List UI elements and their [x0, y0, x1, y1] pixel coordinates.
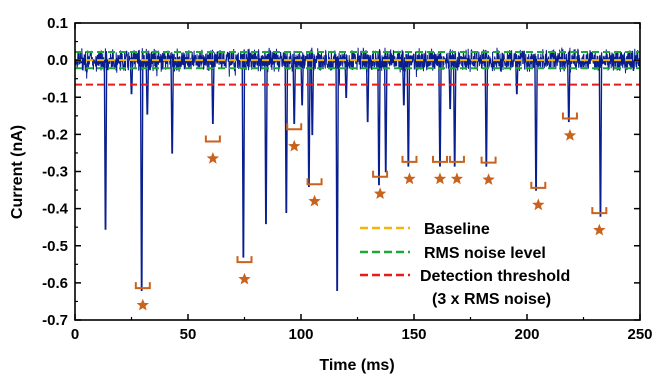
event-star-3: [288, 139, 301, 152]
spike-17: [383, 60, 388, 173]
event-star-2: [238, 272, 251, 285]
x-tick-label-0: 0: [71, 326, 79, 343]
event-star-12: [593, 223, 606, 236]
spike-16: [377, 60, 381, 186]
event-bracket-11: [561, 112, 578, 120]
event-bracket-0: [134, 282, 151, 290]
spike-2: [139, 60, 144, 291]
spike-4: [170, 60, 175, 154]
x-tick-label-1: 50: [180, 326, 197, 343]
x-tick-label-5: 250: [627, 326, 652, 343]
x-tick-label-2: 100: [288, 326, 313, 343]
event-star-11: [563, 129, 577, 141]
event-star-4: [308, 194, 321, 207]
event-bracket-8: [448, 155, 465, 163]
event-star-10: [532, 198, 545, 211]
event-bracket-9: [480, 156, 497, 164]
x-tick-label-3: 150: [401, 326, 426, 343]
event-bracket-2: [236, 256, 253, 264]
y-tick-label-3: -0.2: [42, 126, 68, 143]
y-axis-title: Current (nA): [9, 125, 26, 219]
spike-22: [452, 60, 457, 167]
y-tick-label-0: 0.1: [47, 15, 68, 32]
y-tick-label-1: 0.0: [47, 52, 68, 69]
x-tick-label-4: 200: [514, 326, 539, 343]
spike-24: [515, 60, 519, 95]
y-tick-label-4: -0.3: [42, 164, 68, 181]
spike-1: [129, 60, 134, 95]
spike-6: [241, 60, 246, 258]
spike-9: [292, 60, 297, 124]
spike-15: [365, 60, 370, 123]
spike-27: [598, 60, 603, 217]
legend-label-rms: RMS noise level: [424, 245, 546, 262]
event-star-7: [433, 172, 447, 185]
y-tick-label-2: -0.1: [42, 89, 68, 106]
event-star-0: [136, 298, 149, 311]
event-star-8: [450, 172, 464, 185]
event-bracket-4: [306, 178, 323, 186]
legend-note: (3 x RMS noise): [432, 291, 551, 308]
y-tick-label-6: -0.5: [42, 238, 68, 255]
event-bracket-1: [204, 135, 221, 143]
x-axis-title: Time (ms): [319, 357, 394, 374]
spike-5: [211, 60, 215, 124]
axes: 0 50 100 150 200 250 0.1 0.0 -0.1 -0.2 -0.3 -0.4 -0.…: [42, 15, 652, 343]
event-bracket-10: [530, 181, 547, 189]
spike-0: [103, 60, 108, 230]
spike-10: [300, 60, 304, 106]
spike-23: [484, 60, 489, 167]
event-star-6: [403, 172, 416, 185]
spike-20: [438, 60, 442, 167]
legend-label-threshold: Detection threshold: [420, 268, 570, 285]
event-star-1: [206, 152, 219, 164]
spike-11: [307, 60, 311, 188]
y-tick-label-7: -0.6: [42, 275, 68, 292]
spike-14: [344, 60, 349, 98]
spike-13: [335, 60, 339, 291]
event-bracket-6: [401, 155, 418, 163]
spike-8: [284, 60, 289, 214]
plot-area: [75, 47, 640, 311]
noise-trace: [75, 47, 640, 86]
event-bracket-12: [591, 207, 608, 215]
spike-7: [264, 60, 268, 225]
legend: Baseline RMS noise level Detection thres…: [360, 221, 570, 308]
spike-18: [402, 60, 406, 106]
event-bracket-7: [431, 155, 448, 163]
event-star-9: [482, 173, 495, 185]
event-star-5: [373, 187, 387, 199]
legend-label-baseline: Baseline: [424, 221, 490, 238]
event-bracket-3: [286, 123, 303, 131]
event-bracket-5: [372, 170, 389, 178]
spike-12: [310, 60, 315, 136]
y-tick-label-8: -0.7: [42, 312, 68, 329]
spike-19: [406, 60, 411, 167]
y-tick-label-5: -0.4: [42, 201, 69, 218]
spike-3: [145, 60, 150, 115]
spike-25: [534, 60, 538, 191]
spike-26: [566, 60, 571, 123]
